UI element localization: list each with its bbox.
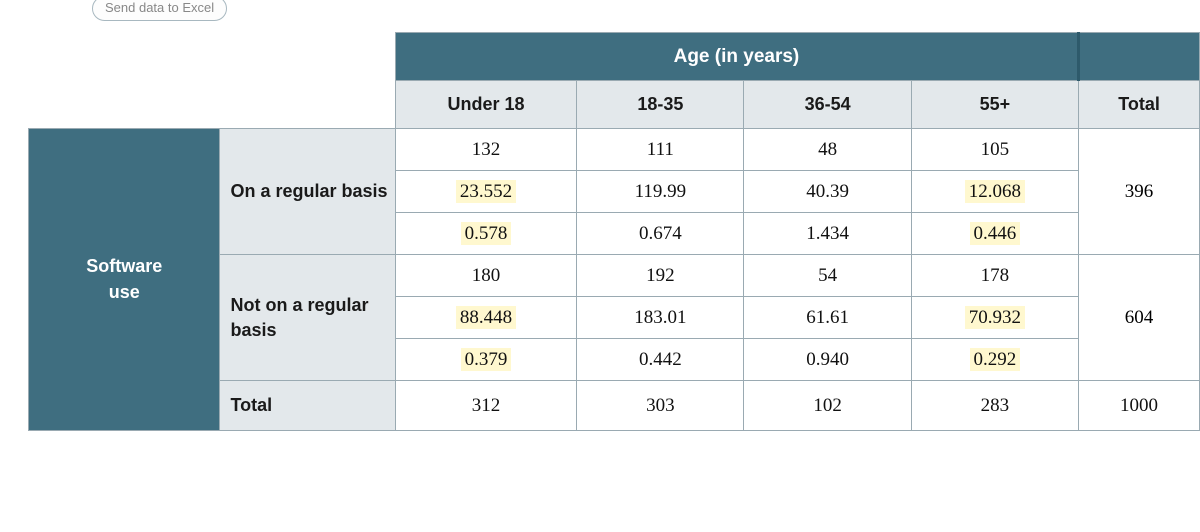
table-cell: 70.932 [911, 297, 1078, 339]
col-header-18-35: 18-35 [577, 81, 744, 129]
table-cell: 0.379 [395, 339, 576, 381]
table-cell: 88.448 [395, 297, 576, 339]
table-cell: 192 [577, 255, 744, 297]
table-cell: 40.39 [744, 171, 911, 213]
col-header-under18: Under 18 [395, 81, 576, 129]
col-header-total: Total [1079, 81, 1200, 129]
table-cell: 132 [395, 129, 576, 171]
age-super-header: Age (in years) [395, 33, 1078, 81]
col-total: 283 [911, 381, 1078, 431]
table-cell: 180 [395, 255, 576, 297]
col-header-55plus: 55+ [911, 81, 1078, 129]
row-total: 604 [1079, 255, 1200, 381]
send-data-button[interactable]: Send data to Excel [92, 0, 227, 21]
table-cell: 1.434 [744, 213, 911, 255]
table-cell: 61.61 [744, 297, 911, 339]
table-cell: 48 [744, 129, 911, 171]
table-cell: 178 [911, 255, 1078, 297]
table-cell: 0.578 [395, 213, 576, 255]
col-header-36-54: 36-54 [744, 81, 911, 129]
row-header-regular: On a regular basis [220, 129, 395, 255]
table-cell: 0.292 [911, 339, 1078, 381]
table-cell: 54 [744, 255, 911, 297]
grand-total: 1000 [1079, 381, 1200, 431]
table-cell: 105 [911, 129, 1078, 171]
table-cell: 0.674 [577, 213, 744, 255]
contingency-table: Age (in years) Under 18 18-35 36-54 55+ … [28, 32, 1200, 431]
table-cell: 119.99 [577, 171, 744, 213]
table-cell: 183.01 [577, 297, 744, 339]
row-header-total: Total [220, 381, 395, 431]
table-cell: 12.068 [911, 171, 1078, 213]
col-total: 102 [744, 381, 911, 431]
col-total: 303 [577, 381, 744, 431]
table-cell: 23.552 [395, 171, 576, 213]
table-cell: 0.940 [744, 339, 911, 381]
side-header-software-use: Softwareuse [29, 129, 220, 431]
table-cell: 0.442 [577, 339, 744, 381]
table-cell: 0.446 [911, 213, 1078, 255]
table-cell: 111 [577, 129, 744, 171]
row-total: 396 [1079, 129, 1200, 255]
col-total: 312 [395, 381, 576, 431]
row-header-not-regular: Not on a regular basis [220, 255, 395, 381]
